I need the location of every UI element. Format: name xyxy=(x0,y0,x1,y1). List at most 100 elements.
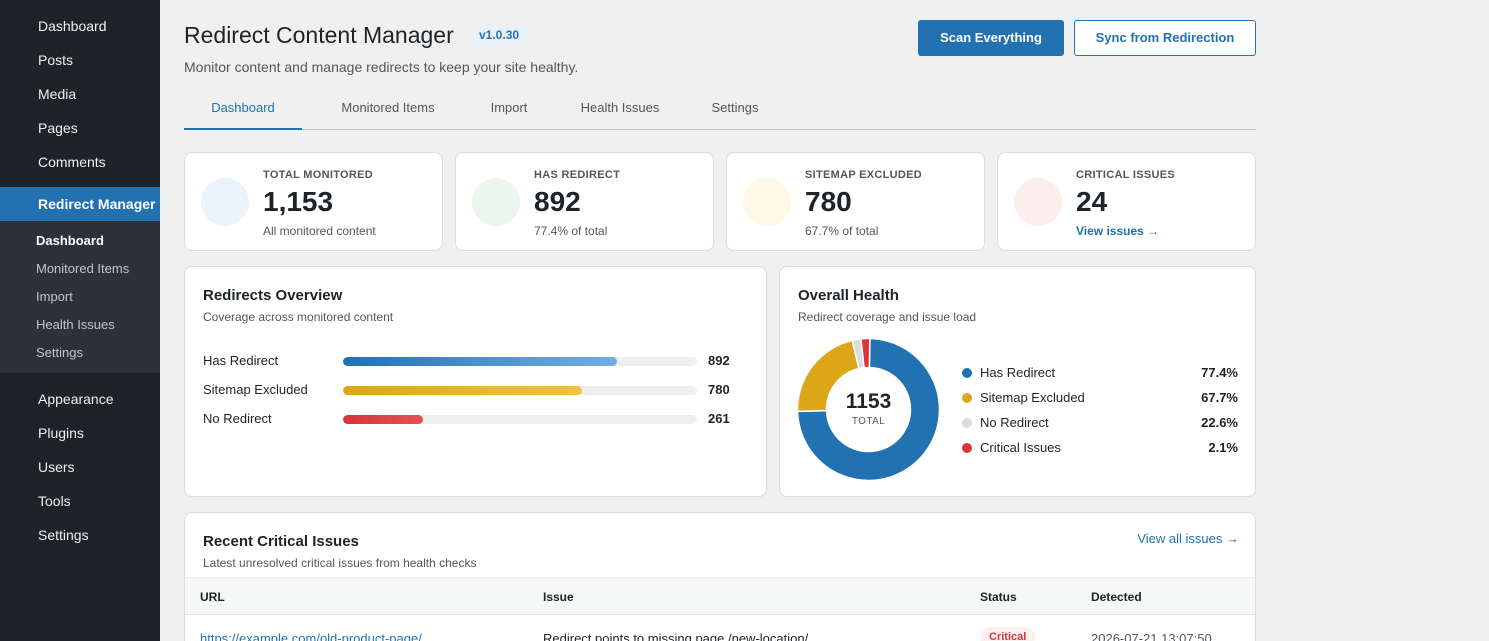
sidebar-item-settings[interactable]: Settings xyxy=(38,527,89,543)
nav-tabs: Dashboard Monitored Items Import Health … xyxy=(184,90,1256,130)
column-header-status[interactable]: Status xyxy=(980,590,1017,604)
legend-dot xyxy=(962,418,972,428)
issue-detected-time: 2026-07-21 13:07:50 xyxy=(1091,631,1212,641)
issues-table-header: URL Issue Status Detected xyxy=(185,577,1255,615)
bar-fill xyxy=(343,415,424,424)
stat-label: SITEMAP EXCLUDED xyxy=(805,169,923,181)
sidebar-item-dashboard[interactable]: Dashboard xyxy=(38,18,107,34)
legend-dot xyxy=(962,443,972,453)
tab-settings[interactable]: Settings xyxy=(711,100,759,115)
sidebar-item-redirect-manager[interactable]: Redirect Manager xyxy=(0,187,160,221)
stat-subtext: 67.7% of total xyxy=(805,224,879,238)
column-header-detected[interactable]: Detected xyxy=(1091,590,1142,604)
sidebar-item-appearance[interactable]: Appearance xyxy=(38,391,114,407)
view-issues-link[interactable]: View issues → xyxy=(1076,224,1160,238)
sidebar-submenu: Dashboard Monitored Items Import Health … xyxy=(0,221,160,373)
stat-card-has-redirect: HAS REDIRECT 892 77.4% of total xyxy=(455,152,714,251)
page-header: Redirect Content Manager v1.0.30 Monitor… xyxy=(184,0,1256,90)
legend-dot xyxy=(962,368,972,378)
column-header-url[interactable]: URL xyxy=(200,590,225,604)
stat-icon-circle xyxy=(743,178,791,226)
donut-svg xyxy=(796,337,941,482)
sidebar-item-plugins[interactable]: Plugins xyxy=(38,425,84,441)
overview-row-no-redirect: No Redirect 261 xyxy=(203,409,733,429)
card-subtitle: Coverage across monitored content xyxy=(203,310,394,324)
bar-fill xyxy=(343,386,583,395)
legend-label: Sitemap Excluded xyxy=(980,390,1085,405)
stat-value: 892 xyxy=(534,186,581,217)
legend-value: 2.1% xyxy=(1208,440,1238,455)
admin-sidebar: Dashboard Posts Media Pages Comments Red… xyxy=(0,0,160,641)
stat-label: TOTAL MONITORED xyxy=(263,169,374,181)
page-subtitle: Monitor content and manage redirects to … xyxy=(184,59,579,75)
scan-everything-button[interactable]: Scan Everything xyxy=(918,20,1064,56)
legend-item-has-redirect: Has Redirect 77.4% xyxy=(962,363,1238,383)
sidebar-item-posts[interactable]: Posts xyxy=(38,52,74,68)
stat-label: HAS REDIRECT xyxy=(534,169,621,181)
legend-value: 77.4% xyxy=(1201,365,1238,380)
bar-track xyxy=(343,357,697,366)
card-title: Redirects Overview xyxy=(203,287,343,304)
stat-card-total-monitored: TOTAL MONITORED 1,153 All monitored cont… xyxy=(184,152,443,251)
tab-health-issues[interactable]: Health Issues xyxy=(580,100,660,115)
submenu-item-health-issues[interactable]: Health Issues xyxy=(36,317,115,332)
legend-item-sitemap-excluded: Sitemap Excluded 67.7% xyxy=(962,388,1238,408)
bar-track xyxy=(343,386,697,395)
stat-card-sitemap-excluded: SITEMAP EXCLUDED 780 67.7% of total xyxy=(726,152,985,251)
view-all-issues-link[interactable]: View all issues → xyxy=(1137,531,1239,546)
recent-critical-issues-card: Recent Critical Issues Latest unresolved… xyxy=(184,512,1256,641)
issue-description: Redirect points to missing page /new-loc… xyxy=(543,631,809,641)
legend-item-critical-issues: Critical Issues 2.1% xyxy=(962,438,1238,458)
sidebar-item-tools[interactable]: Tools xyxy=(38,493,71,509)
stat-value: 780 xyxy=(805,186,852,217)
stat-value: 1,153 xyxy=(263,186,334,217)
overall-health-card: Overall Health Redirect coverage and iss… xyxy=(779,266,1256,497)
bar-fill xyxy=(343,357,617,366)
stat-icon-circle xyxy=(201,178,249,226)
bar-label: No Redirect xyxy=(203,411,272,426)
main-content: Redirect Content Manager v1.0.30 Monitor… xyxy=(184,0,1256,641)
bar-value: 261 xyxy=(708,411,730,426)
submenu-item-monitored-items[interactable]: Monitored Items xyxy=(36,261,130,276)
bar-track xyxy=(343,415,697,424)
status-badge: Critical xyxy=(980,627,1036,641)
sidebar-item-users[interactable]: Users xyxy=(38,459,75,475)
legend-dot xyxy=(962,393,972,403)
tab-import[interactable]: Import xyxy=(490,100,528,115)
tab-dashboard[interactable]: Dashboard xyxy=(184,90,302,130)
card-title: Recent Critical Issues xyxy=(203,533,359,550)
stat-subtext: All monitored content xyxy=(263,224,376,238)
stat-card-critical-issues: CRITICAL ISSUES 24 View issues → xyxy=(997,152,1256,251)
issue-url-link[interactable]: https://example.com/old-product-page/ xyxy=(200,631,422,641)
column-header-issue[interactable]: Issue xyxy=(543,590,574,604)
stat-icon-circle xyxy=(472,178,520,226)
tab-monitored-items[interactable]: Monitored Items xyxy=(341,100,435,115)
legend-label: No Redirect xyxy=(980,415,1049,430)
card-title: Overall Health xyxy=(798,287,899,304)
page-title: Redirect Content Manager xyxy=(184,22,454,48)
donut-slice-has-redirect xyxy=(796,337,941,482)
legend-value: 67.7% xyxy=(1201,390,1238,405)
stat-label: CRITICAL ISSUES xyxy=(1076,169,1176,181)
overview-row-has-redirect: Has Redirect 892 xyxy=(203,351,733,371)
submenu-item-settings[interactable]: Settings xyxy=(36,345,83,360)
legend-value: 22.6% xyxy=(1201,415,1238,430)
legend-item-no-redirect: No Redirect 22.6% xyxy=(962,413,1238,433)
overview-row-sitemap-excluded: Sitemap Excluded 780 xyxy=(203,380,733,400)
sidebar-item-comments[interactable]: Comments xyxy=(38,154,106,170)
legend-label: Critical Issues xyxy=(980,440,1061,455)
legend-label: Has Redirect xyxy=(980,365,1056,380)
sidebar-item-pages[interactable]: Pages xyxy=(38,120,78,136)
donut-center-label: TOTAL xyxy=(851,416,886,427)
stat-value: 24 xyxy=(1076,186,1108,217)
sidebar-item-media[interactable]: Media xyxy=(38,86,77,102)
bar-value: 892 xyxy=(708,353,730,368)
card-subtitle: Latest unresolved critical issues from h… xyxy=(203,556,477,570)
sync-from-redirection-button[interactable]: Sync from Redirection xyxy=(1074,20,1256,56)
submenu-item-dashboard[interactable]: Dashboard xyxy=(36,233,104,248)
bar-label: Has Redirect xyxy=(203,353,279,368)
stat-subtext: 77.4% of total xyxy=(534,224,608,238)
submenu-item-import[interactable]: Import xyxy=(36,289,73,304)
version-badge: v1.0.30 xyxy=(470,25,529,45)
stat-icon-circle xyxy=(1014,178,1062,226)
